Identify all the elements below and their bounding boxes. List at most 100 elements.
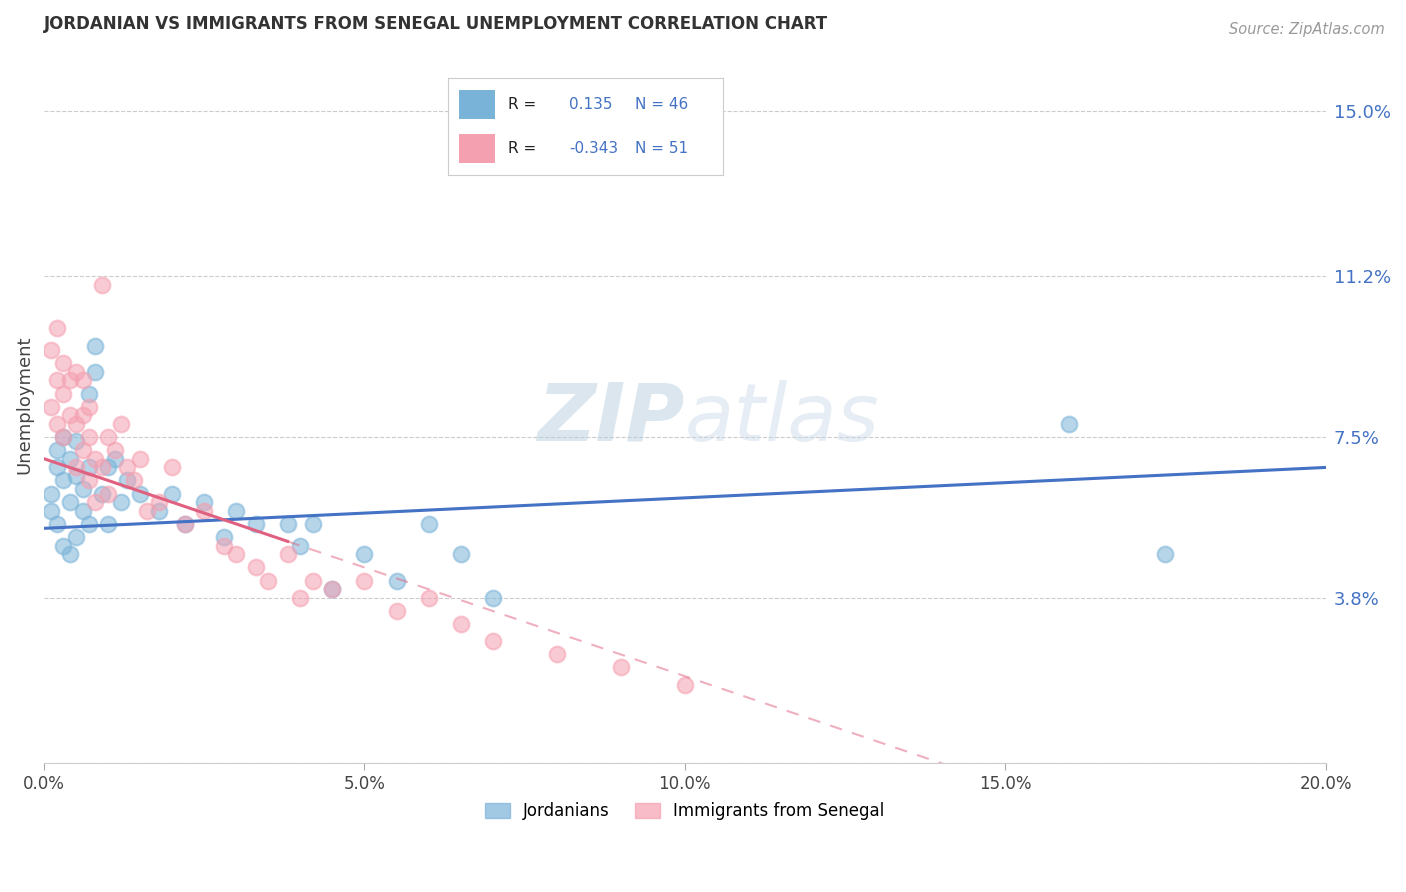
Point (77, 386, 100, 401)
Legend: Jordanians, Immigrants from Senegal: Jordanians, Immigrants from Senegal (478, 795, 891, 827)
Point (1057, 417, 1080, 431)
Y-axis label: Unemployment: Unemployment (15, 335, 32, 474)
Point (162, 460, 184, 475)
Point (65, 417, 87, 431)
Point (122, 474, 145, 488)
Point (135, 504, 157, 518)
Point (385, 604, 408, 618)
Point (65, 469, 87, 483)
Point (193, 504, 215, 518)
Point (212, 539, 235, 553)
Point (72, 482, 94, 496)
Point (1154, 548, 1177, 562)
Point (174, 516, 197, 531)
Point (117, 460, 139, 475)
Point (610, 660, 633, 674)
Point (277, 548, 299, 562)
Point (72, 374, 94, 388)
Point (39, 400, 62, 414)
Text: ZIP: ZIP (537, 380, 685, 458)
Point (65, 365, 87, 379)
Point (59, 374, 82, 388)
Point (353, 574, 375, 588)
Point (418, 591, 440, 605)
Point (385, 574, 408, 588)
Point (245, 560, 267, 574)
Point (39, 343, 62, 357)
Point (97, 460, 120, 475)
Point (673, 678, 696, 692)
Point (90, 277, 112, 292)
Point (52, 430, 75, 444)
Point (52, 356, 75, 370)
Point (45, 460, 67, 475)
Point (45, 321, 67, 335)
Point (302, 574, 325, 588)
Point (52, 430, 75, 444)
Point (148, 504, 170, 518)
Point (65, 460, 87, 475)
Text: Source: ZipAtlas.com: Source: ZipAtlas.com (1229, 22, 1385, 37)
Point (97, 430, 120, 444)
Point (45, 443, 67, 458)
Point (321, 582, 343, 597)
Point (450, 617, 472, 632)
Point (418, 516, 440, 531)
Point (481, 634, 503, 648)
Point (77, 430, 100, 444)
Point (45, 516, 67, 531)
Point (77, 516, 100, 531)
Point (212, 530, 235, 544)
Point (481, 591, 503, 605)
Point (174, 516, 197, 531)
Point (45, 374, 67, 388)
Point (277, 516, 299, 531)
Point (59, 495, 82, 509)
Point (45, 417, 67, 431)
Text: atlas: atlas (685, 380, 880, 458)
Point (353, 548, 375, 562)
Point (104, 451, 127, 466)
Point (84, 365, 107, 379)
Point (97, 486, 120, 500)
Point (59, 451, 82, 466)
Point (59, 548, 82, 562)
Point (90, 460, 112, 475)
Point (84, 451, 107, 466)
Point (450, 548, 472, 562)
Point (72, 409, 94, 423)
Point (245, 516, 267, 531)
Point (77, 474, 100, 488)
Point (84, 339, 107, 353)
Point (321, 582, 343, 597)
Point (257, 574, 280, 588)
Point (77, 400, 100, 414)
Point (90, 486, 112, 500)
Point (129, 486, 152, 500)
Point (65, 434, 87, 449)
Point (148, 495, 170, 509)
Point (162, 486, 184, 500)
Point (97, 516, 120, 531)
Point (110, 495, 132, 509)
Point (302, 516, 325, 531)
Point (65, 530, 87, 544)
Point (129, 451, 152, 466)
Point (193, 495, 215, 509)
Point (52, 386, 75, 401)
Point (39, 504, 62, 518)
Point (59, 409, 82, 423)
Point (290, 539, 312, 553)
Point (117, 474, 139, 488)
Point (52, 539, 75, 553)
Text: JORDANIAN VS IMMIGRANTS FROM SENEGAL UNEMPLOYMENT CORRELATION CHART: JORDANIAN VS IMMIGRANTS FROM SENEGAL UNE… (44, 15, 828, 33)
Point (225, 548, 247, 562)
Point (77, 460, 100, 475)
Point (290, 591, 312, 605)
Point (39, 486, 62, 500)
Point (72, 504, 94, 518)
Point (52, 474, 75, 488)
Point (72, 443, 94, 458)
Point (225, 504, 247, 518)
Point (110, 417, 132, 431)
